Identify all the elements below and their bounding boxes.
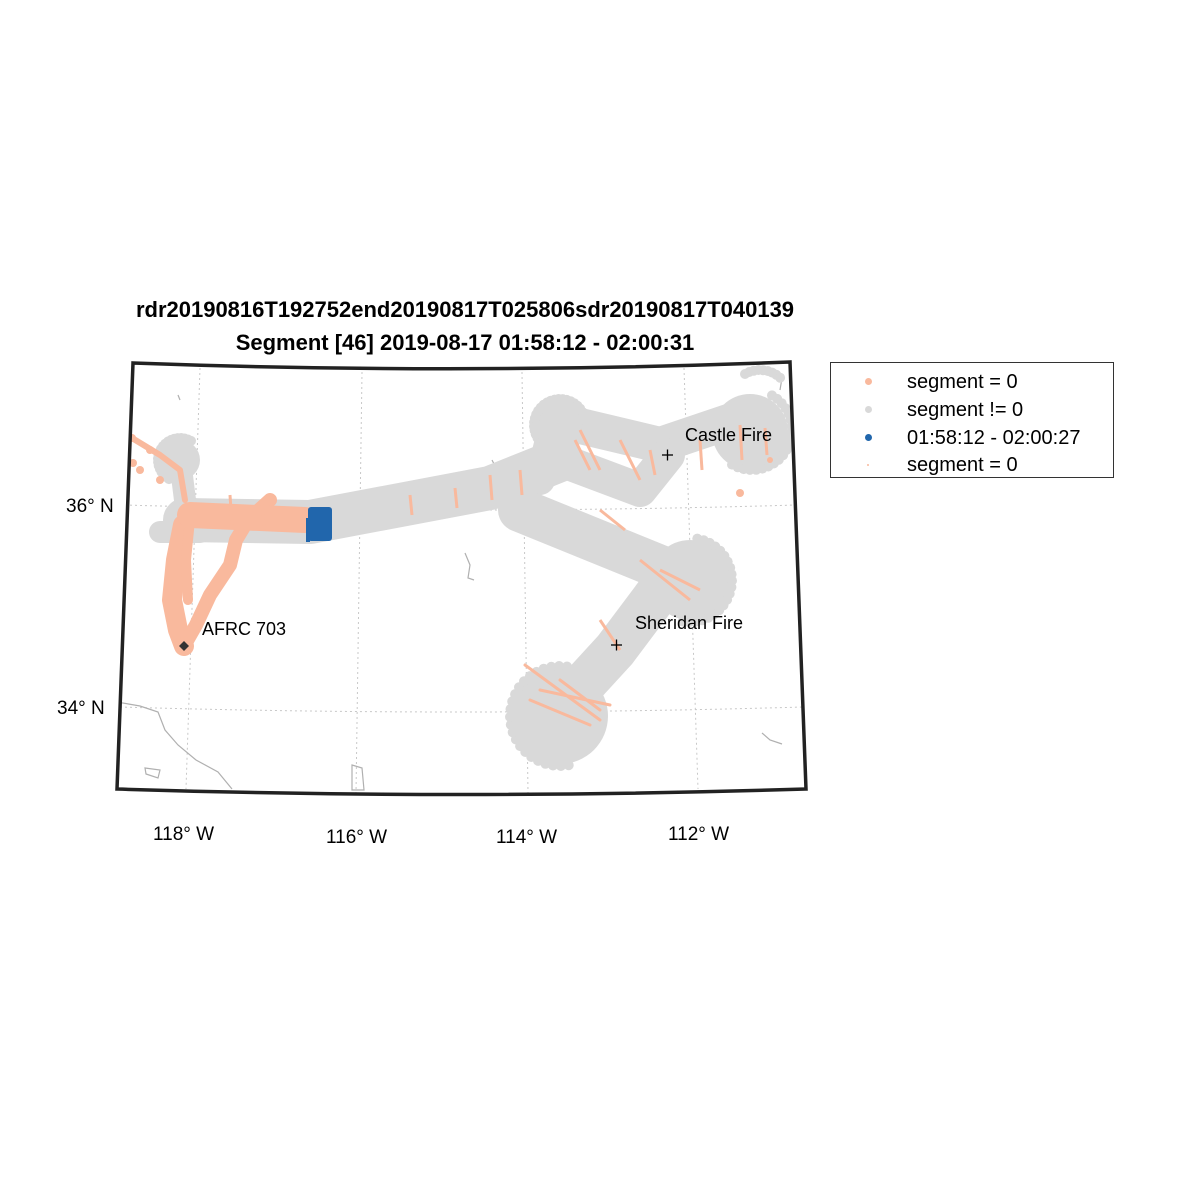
salmon-inner	[181, 515, 195, 605]
lat-tick-36n: 36° N	[66, 496, 114, 517]
fan-dot	[548, 760, 558, 771]
salmon-tick-marks	[228, 424, 769, 651]
island-1	[144, 767, 161, 779]
fan-dot	[554, 661, 565, 671]
fan-dot	[562, 661, 572, 672]
fan-south	[512, 668, 608, 764]
legend-dot-icon	[865, 378, 872, 385]
salmon-tick	[618, 439, 642, 481]
afrc-diamond-icon	[179, 641, 189, 651]
fan-dot	[505, 711, 515, 722]
lon-tick-116w: 116° W	[326, 827, 387, 848]
fan-dot	[555, 761, 566, 771]
salmon-tick	[639, 558, 691, 602]
fan-dot	[775, 372, 786, 383]
fan-dot	[546, 661, 557, 672]
current-segment	[306, 507, 332, 542]
tick-labels: 36° N 34° N 118° W 116° W 114° W 112° W	[57, 496, 729, 848]
legend-dot-icon	[865, 434, 872, 441]
fan-east	[650, 540, 730, 620]
fan-dot	[507, 727, 518, 738]
plot-title-line1: rdr20190816T192752end20190817T025806sdr2…	[135, 297, 795, 322]
salmon-tick	[408, 494, 414, 516]
lon-tick-118w: 118° W	[153, 824, 214, 845]
salmon-tick	[488, 474, 494, 501]
salmon-tick	[453, 487, 459, 509]
salmon-west-band	[177, 502, 318, 533]
legend-label: segment != 0	[907, 399, 1024, 421]
coastline-ca	[117, 701, 233, 790]
salmon-tick	[573, 439, 592, 471]
fan-dot	[538, 663, 549, 674]
legend-label: segment = 0	[907, 454, 1018, 476]
salmon-tick	[228, 494, 234, 526]
lake-mead	[464, 552, 475, 581]
fan-dot	[505, 704, 516, 714]
legend-entry-segment-nonzero: segment != 0	[831, 397, 1113, 423]
track-triangle-south	[543, 438, 685, 507]
place-label-castle-fire: Castle Fire	[685, 425, 772, 445]
salmon-tick	[738, 424, 744, 461]
river-east	[761, 732, 783, 745]
sheridan-fire-plus-icon	[611, 639, 622, 651]
fan-dot	[677, 616, 688, 627]
lon-tick-112w: 112° W	[668, 824, 729, 845]
legend: segment = 0 segment != 0 01:58:12 - 02:0…	[830, 362, 1114, 478]
map-area	[117, 365, 804, 794]
salmon-south-fan	[523, 663, 612, 727]
salmon-nw-dots	[128, 434, 773, 497]
salmon-tick	[659, 568, 701, 592]
salmon-tick	[599, 508, 626, 532]
location-markers: AFRC 703 Castle Fire Sheridan Fire	[179, 425, 772, 651]
salmon-flight-tracks	[129, 435, 612, 727]
salmon-tick	[698, 439, 704, 471]
legend-entry-segment-zero: segment = 0	[831, 369, 1113, 395]
lake-salton	[351, 764, 365, 791]
salmon-tick	[648, 449, 657, 476]
fan-dot	[563, 760, 574, 771]
map-frame	[115, 360, 808, 797]
grey-turn-fans	[160, 394, 788, 764]
fan-north	[536, 406, 584, 454]
legend-entry-segment-zero-small: segment = 0	[831, 452, 1113, 478]
place-label-afrc: AFRC 703	[202, 619, 286, 639]
salmon-tick	[260, 499, 266, 531]
plot-title-line2: Segment [46] 2019-08-17 01:58:12 - 02:00…	[235, 330, 695, 355]
legend-small-dot-icon	[867, 464, 869, 466]
parallel-34n	[119, 706, 804, 713]
fan-dot	[727, 459, 737, 470]
salmon-nw-leg	[129, 435, 188, 503]
meridian-116w	[355, 371, 363, 794]
fan-dot	[505, 719, 516, 730]
legend-label: 01:58:12 - 02:00:27	[907, 427, 1081, 449]
salmon-tick	[578, 429, 602, 471]
legend-entry-current-segment: 01:58:12 - 02:00:27	[831, 425, 1113, 451]
salmon-tick	[763, 427, 769, 456]
lake-small	[177, 394, 181, 401]
fan-ne	[712, 394, 788, 470]
lon-tick-114w: 114° W	[496, 827, 557, 848]
legend-label: segment = 0	[907, 371, 1018, 393]
salmon-loop-west	[162, 515, 194, 656]
meridian-118w	[185, 367, 201, 790]
grey-fan-dots	[153, 365, 797, 771]
legend-dot-icon	[865, 406, 872, 413]
castle-fire-plus-icon	[662, 449, 673, 461]
fan-nw	[160, 440, 200, 480]
current-segment-band	[308, 507, 332, 541]
place-label-sheridan-fire: Sheridan Fire	[635, 613, 743, 633]
lat-tick-34n: 34° N	[57, 698, 105, 719]
fan-dot	[186, 435, 196, 446]
salmon-tick	[518, 469, 524, 496]
